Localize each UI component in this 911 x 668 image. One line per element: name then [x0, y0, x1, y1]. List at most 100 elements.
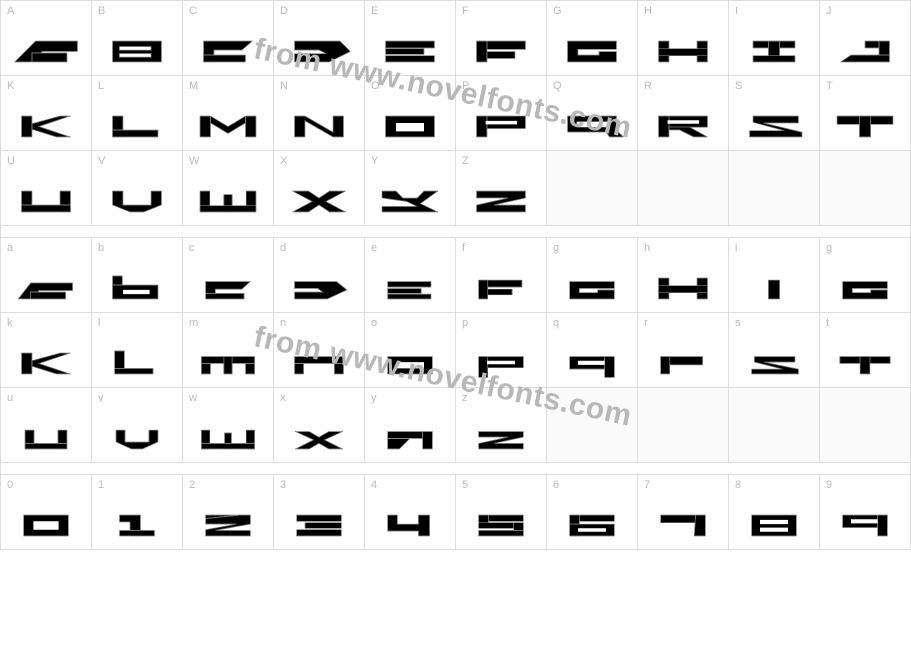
glyph-cell [729, 388, 820, 463]
cell-label: O [371, 80, 380, 92]
cell-label: n [280, 317, 286, 329]
glyph-cell: v [92, 388, 183, 463]
glyph [466, 266, 536, 304]
glyph-cell: 5 [456, 475, 547, 550]
glyph [648, 29, 718, 67]
glyph [830, 341, 900, 379]
glyph [102, 179, 172, 217]
glyph-cell: L [92, 76, 183, 151]
glyph [193, 341, 263, 379]
cell-label: I [735, 5, 738, 17]
glyph [11, 341, 81, 379]
glyph-cell: 2 [183, 475, 274, 550]
glyph-cell: m [183, 313, 274, 388]
glyph-cell: 4 [365, 475, 456, 550]
cell-label: W [189, 155, 199, 167]
glyph [102, 29, 172, 67]
cell-label: E [371, 5, 378, 17]
glyph-cell [820, 151, 911, 226]
glyph [102, 341, 172, 379]
glyph-cell [820, 388, 911, 463]
glyph-cell [547, 151, 638, 226]
glyph [375, 503, 445, 541]
glyph-cell: u [1, 388, 92, 463]
cell-label: a [7, 242, 13, 254]
cell-label: 2 [189, 479, 195, 491]
glyph [648, 503, 718, 541]
cell-label: e [371, 242, 377, 254]
cell-label: N [280, 80, 288, 92]
cell-label: 0 [7, 479, 13, 491]
glyph-cell: z [456, 388, 547, 463]
glyph-cell: P [456, 76, 547, 151]
cell-label: d [280, 242, 286, 254]
glyph [557, 104, 627, 142]
glyph [739, 503, 809, 541]
glyph [11, 416, 81, 454]
glyph-cell: B [92, 1, 183, 76]
glyph-cell: q [547, 313, 638, 388]
cell-label: f [462, 242, 465, 254]
glyph-cell: r [638, 313, 729, 388]
cell-label: Z [462, 155, 469, 167]
glyph [193, 266, 263, 304]
glyph [193, 503, 263, 541]
glyph [830, 104, 900, 142]
glyph [11, 266, 81, 304]
glyph-cell: A [1, 1, 92, 76]
glyph [193, 104, 263, 142]
glyph [284, 104, 354, 142]
glyph [466, 179, 536, 217]
glyph-cell: Y [365, 151, 456, 226]
glyph [557, 503, 627, 541]
glyph-cell: b [92, 238, 183, 313]
glyph-cell: O [365, 76, 456, 151]
glyph-cell [547, 388, 638, 463]
cell-label: F [462, 5, 469, 17]
cell-label: g [826, 242, 832, 254]
glyph-cell: 9 [820, 475, 911, 550]
glyph-cell: t [820, 313, 911, 388]
glyph-cell: 3 [274, 475, 365, 550]
glyph-cell: g [547, 238, 638, 313]
glyph-cell: Z [456, 151, 547, 226]
glyph [102, 503, 172, 541]
cell-label: w [189, 392, 197, 404]
glyph [375, 266, 445, 304]
glyph-cell: C [183, 1, 274, 76]
glyph-cell: S [729, 76, 820, 151]
glyph [375, 29, 445, 67]
glyph [284, 266, 354, 304]
glyph-cell: E [365, 1, 456, 76]
glyph [466, 341, 536, 379]
cell-label: v [98, 392, 104, 404]
glyph [11, 104, 81, 142]
glyph [739, 29, 809, 67]
cell-label: c [189, 242, 195, 254]
cell-label: G [553, 5, 562, 17]
cell-label: U [7, 155, 15, 167]
cell-label: l [98, 317, 100, 329]
cell-label: 9 [826, 479, 832, 491]
glyph-cell [638, 388, 729, 463]
cell-label: t [826, 317, 829, 329]
cell-label: m [189, 317, 198, 329]
cell-label: R [644, 80, 652, 92]
glyph-cell: y [365, 388, 456, 463]
cell-label: P [462, 80, 469, 92]
cell-label: p [462, 317, 468, 329]
glyph-cell [638, 151, 729, 226]
glyph-cell: f [456, 238, 547, 313]
cell-label: i [735, 242, 737, 254]
cell-label: 8 [735, 479, 741, 491]
glyph-cell [729, 151, 820, 226]
cell-label: 3 [280, 479, 286, 491]
cell-label: K [7, 80, 14, 92]
glyph-cell: c [183, 238, 274, 313]
cell-label: A [7, 5, 14, 17]
glyph-cell: d [274, 238, 365, 313]
glyph [102, 416, 172, 454]
font-character-grid: ABCDEFGHIJKLMNOPQRSTUVWXYZabcdefghigklmn… [0, 0, 911, 550]
glyph [830, 266, 900, 304]
grid-spacer [1, 463, 911, 475]
